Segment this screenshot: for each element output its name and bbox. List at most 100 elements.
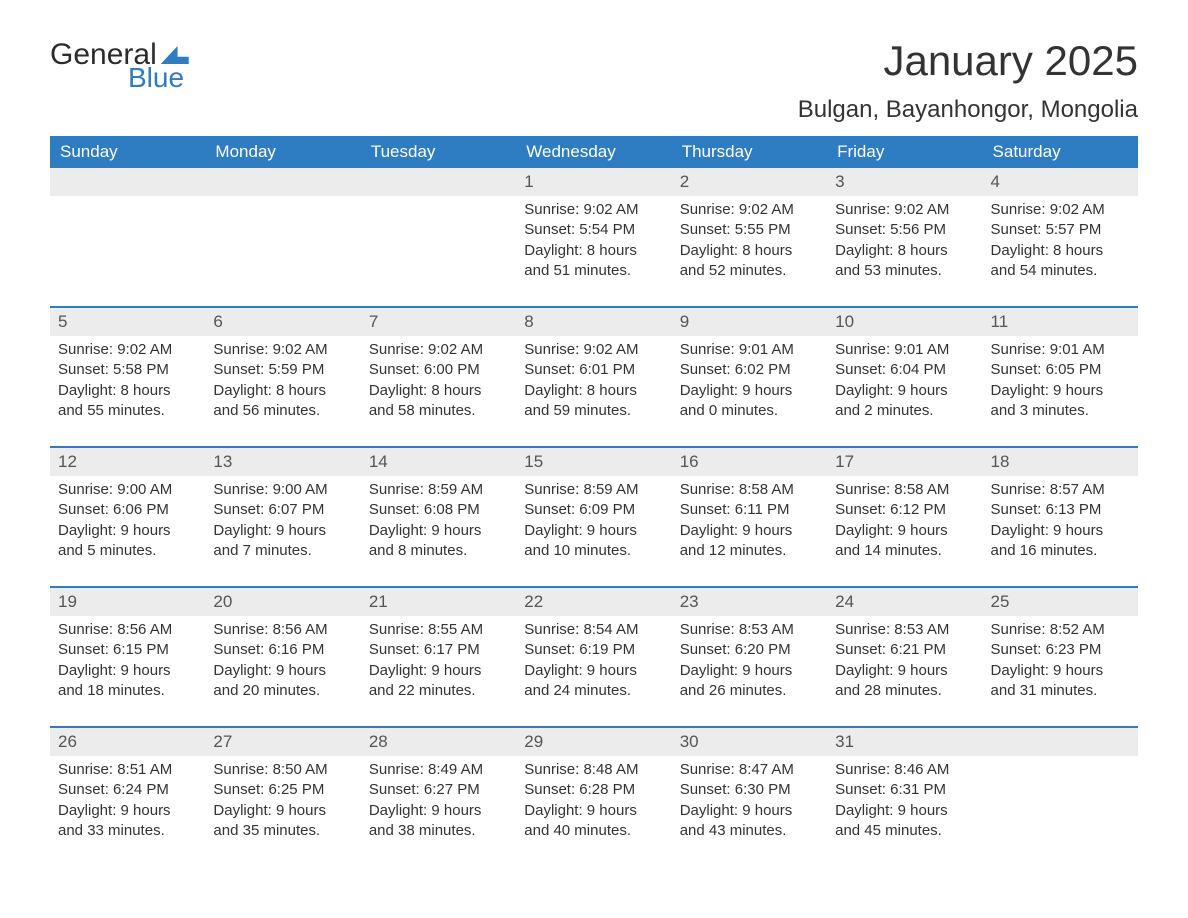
sunset-text: Sunset: 6:19 PM bbox=[524, 640, 663, 660]
daylight-text-2: and 0 minutes. bbox=[680, 401, 819, 421]
day-body: Sunrise: 8:53 AMSunset: 6:21 PMDaylight:… bbox=[827, 616, 982, 701]
calendar-cell: 19Sunrise: 8:56 AMSunset: 6:15 PMDayligh… bbox=[50, 588, 205, 708]
weeks-container: 1Sunrise: 9:02 AMSunset: 5:54 PMDaylight… bbox=[50, 168, 1138, 848]
day-body: Sunrise: 9:02 AMSunset: 5:57 PMDaylight:… bbox=[983, 196, 1138, 281]
daylight-text-2: and 33 minutes. bbox=[58, 821, 197, 841]
calendar: SundayMondayTuesdayWednesdayThursdayFrid… bbox=[50, 136, 1138, 848]
daylight-text-1: Daylight: 8 hours bbox=[369, 381, 508, 401]
day-body: Sunrise: 8:56 AMSunset: 6:16 PMDaylight:… bbox=[205, 616, 360, 701]
day-number: 30 bbox=[672, 728, 827, 756]
calendar-cell: 4Sunrise: 9:02 AMSunset: 5:57 PMDaylight… bbox=[983, 168, 1138, 288]
day-body: Sunrise: 9:02 AMSunset: 5:59 PMDaylight:… bbox=[205, 336, 360, 421]
sunrise-text: Sunrise: 8:56 AM bbox=[58, 620, 197, 640]
sunset-text: Sunset: 6:07 PM bbox=[213, 500, 352, 520]
calendar-cell: 11Sunrise: 9:01 AMSunset: 6:05 PMDayligh… bbox=[983, 308, 1138, 428]
calendar-cell bbox=[50, 168, 205, 288]
day-number: 11 bbox=[983, 308, 1138, 336]
day-number: 18 bbox=[983, 448, 1138, 476]
day-body: Sunrise: 8:47 AMSunset: 6:30 PMDaylight:… bbox=[672, 756, 827, 841]
daylight-text-1: Daylight: 9 hours bbox=[991, 521, 1130, 541]
day-number: 17 bbox=[827, 448, 982, 476]
sunrise-text: Sunrise: 8:46 AM bbox=[835, 760, 974, 780]
sunset-text: Sunset: 6:27 PM bbox=[369, 780, 508, 800]
weekday-header-row: SundayMondayTuesdayWednesdayThursdayFrid… bbox=[50, 136, 1138, 168]
daylight-text-1: Daylight: 9 hours bbox=[58, 521, 197, 541]
calendar-cell: 24Sunrise: 8:53 AMSunset: 6:21 PMDayligh… bbox=[827, 588, 982, 708]
day-number: 26 bbox=[50, 728, 205, 756]
daylight-text-1: Daylight: 9 hours bbox=[369, 801, 508, 821]
sunset-text: Sunset: 5:57 PM bbox=[991, 220, 1130, 240]
day-number: 3 bbox=[827, 168, 982, 196]
day-body: Sunrise: 8:59 AMSunset: 6:08 PMDaylight:… bbox=[361, 476, 516, 561]
daylight-text-2: and 18 minutes. bbox=[58, 681, 197, 701]
sunrise-text: Sunrise: 9:01 AM bbox=[991, 340, 1130, 360]
day-number: 1 bbox=[516, 168, 671, 196]
sunset-text: Sunset: 6:24 PM bbox=[58, 780, 197, 800]
day-number: 8 bbox=[516, 308, 671, 336]
sunrise-text: Sunrise: 9:02 AM bbox=[524, 340, 663, 360]
calendar-cell: 8Sunrise: 9:02 AMSunset: 6:01 PMDaylight… bbox=[516, 308, 671, 428]
sunrise-text: Sunrise: 9:02 AM bbox=[835, 200, 974, 220]
sunset-text: Sunset: 5:56 PM bbox=[835, 220, 974, 240]
week-row: 26Sunrise: 8:51 AMSunset: 6:24 PMDayligh… bbox=[50, 726, 1138, 848]
day-number: 19 bbox=[50, 588, 205, 616]
day-number: 27 bbox=[205, 728, 360, 756]
day-number: 9 bbox=[672, 308, 827, 336]
day-body bbox=[205, 196, 360, 200]
daylight-text-1: Daylight: 8 hours bbox=[835, 241, 974, 261]
daylight-text-1: Daylight: 9 hours bbox=[58, 661, 197, 681]
day-number: 5 bbox=[50, 308, 205, 336]
calendar-cell: 30Sunrise: 8:47 AMSunset: 6:30 PMDayligh… bbox=[672, 728, 827, 848]
logo: General Blue bbox=[50, 40, 189, 92]
calendar-cell: 1Sunrise: 9:02 AMSunset: 5:54 PMDaylight… bbox=[516, 168, 671, 288]
day-body bbox=[50, 196, 205, 200]
day-number: 12 bbox=[50, 448, 205, 476]
day-body: Sunrise: 9:02 AMSunset: 6:01 PMDaylight:… bbox=[516, 336, 671, 421]
daylight-text-1: Daylight: 9 hours bbox=[524, 801, 663, 821]
calendar-cell: 18Sunrise: 8:57 AMSunset: 6:13 PMDayligh… bbox=[983, 448, 1138, 568]
calendar-cell: 29Sunrise: 8:48 AMSunset: 6:28 PMDayligh… bbox=[516, 728, 671, 848]
sunset-text: Sunset: 6:12 PM bbox=[835, 500, 974, 520]
sunrise-text: Sunrise: 9:02 AM bbox=[58, 340, 197, 360]
daylight-text-2: and 8 minutes. bbox=[369, 541, 508, 561]
day-body: Sunrise: 9:00 AMSunset: 6:06 PMDaylight:… bbox=[50, 476, 205, 561]
sunrise-text: Sunrise: 9:01 AM bbox=[835, 340, 974, 360]
sunset-text: Sunset: 6:01 PM bbox=[524, 360, 663, 380]
day-body: Sunrise: 8:57 AMSunset: 6:13 PMDaylight:… bbox=[983, 476, 1138, 561]
daylight-text-1: Daylight: 8 hours bbox=[213, 381, 352, 401]
calendar-cell: 22Sunrise: 8:54 AMSunset: 6:19 PMDayligh… bbox=[516, 588, 671, 708]
daylight-text-2: and 2 minutes. bbox=[835, 401, 974, 421]
day-body: Sunrise: 8:48 AMSunset: 6:28 PMDaylight:… bbox=[516, 756, 671, 841]
day-number: 28 bbox=[361, 728, 516, 756]
daylight-text-2: and 43 minutes. bbox=[680, 821, 819, 841]
daylight-text-2: and 38 minutes. bbox=[369, 821, 508, 841]
sunset-text: Sunset: 5:59 PM bbox=[213, 360, 352, 380]
calendar-cell: 26Sunrise: 8:51 AMSunset: 6:24 PMDayligh… bbox=[50, 728, 205, 848]
day-body: Sunrise: 9:01 AMSunset: 6:02 PMDaylight:… bbox=[672, 336, 827, 421]
day-body: Sunrise: 9:02 AMSunset: 5:56 PMDaylight:… bbox=[827, 196, 982, 281]
calendar-cell: 31Sunrise: 8:46 AMSunset: 6:31 PMDayligh… bbox=[827, 728, 982, 848]
calendar-cell: 13Sunrise: 9:00 AMSunset: 6:07 PMDayligh… bbox=[205, 448, 360, 568]
daylight-text-1: Daylight: 9 hours bbox=[835, 381, 974, 401]
sunrise-text: Sunrise: 8:48 AM bbox=[524, 760, 663, 780]
daylight-text-1: Daylight: 9 hours bbox=[58, 801, 197, 821]
day-number bbox=[50, 168, 205, 196]
day-body: Sunrise: 9:02 AMSunset: 6:00 PMDaylight:… bbox=[361, 336, 516, 421]
calendar-cell: 28Sunrise: 8:49 AMSunset: 6:27 PMDayligh… bbox=[361, 728, 516, 848]
sunset-text: Sunset: 6:08 PM bbox=[369, 500, 508, 520]
sunrise-text: Sunrise: 8:56 AM bbox=[213, 620, 352, 640]
daylight-text-2: and 10 minutes. bbox=[524, 541, 663, 561]
daylight-text-1: Daylight: 9 hours bbox=[680, 801, 819, 821]
calendar-cell bbox=[205, 168, 360, 288]
day-body: Sunrise: 9:02 AMSunset: 5:54 PMDaylight:… bbox=[516, 196, 671, 281]
weekday-header: Monday bbox=[205, 136, 360, 168]
daylight-text-2: and 55 minutes. bbox=[58, 401, 197, 421]
day-number: 6 bbox=[205, 308, 360, 336]
header: General Blue January 2025 Bulgan, Bayanh… bbox=[50, 40, 1138, 124]
sunset-text: Sunset: 6:13 PM bbox=[991, 500, 1130, 520]
day-body: Sunrise: 9:02 AMSunset: 5:58 PMDaylight:… bbox=[50, 336, 205, 421]
day-body: Sunrise: 9:02 AMSunset: 5:55 PMDaylight:… bbox=[672, 196, 827, 281]
daylight-text-2: and 22 minutes. bbox=[369, 681, 508, 701]
day-body: Sunrise: 8:51 AMSunset: 6:24 PMDaylight:… bbox=[50, 756, 205, 841]
month-title: January 2025 bbox=[798, 40, 1138, 82]
